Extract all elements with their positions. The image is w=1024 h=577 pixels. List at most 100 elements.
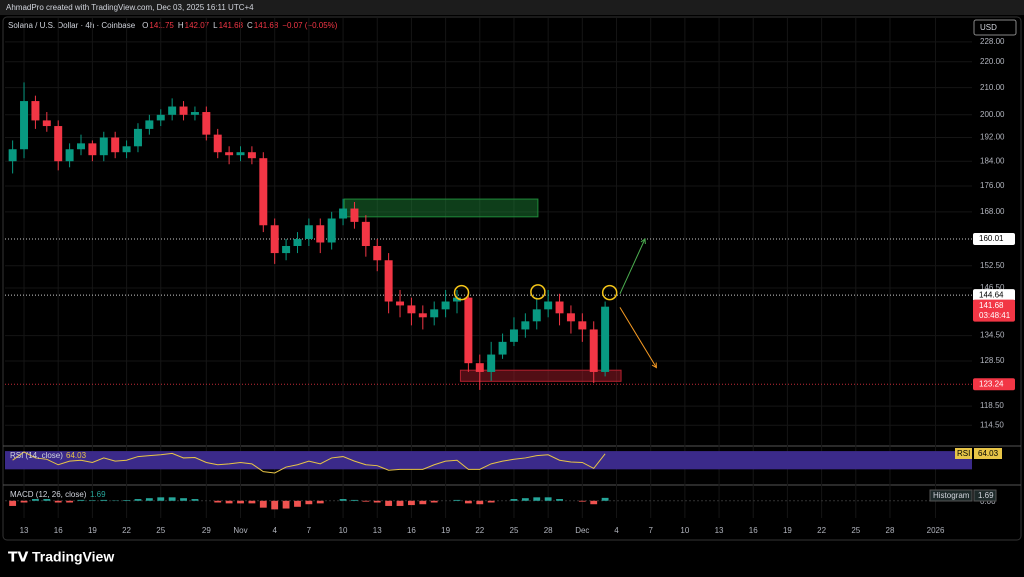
x-tick-label: 13 (373, 526, 382, 535)
price-label-box (973, 378, 1015, 391)
candle-body (316, 225, 325, 243)
histogram-bar (396, 500, 404, 506)
logo: TradingView (32, 549, 114, 565)
hist-tag-box (929, 489, 973, 502)
histogram-bar (145, 498, 153, 501)
histogram-bar (408, 500, 415, 506)
ohlc-label: L (213, 21, 218, 30)
zone (459, 369, 622, 382)
histogram-bar (43, 499, 51, 501)
x-tick-label: 19 (783, 526, 792, 535)
candle-body (304, 225, 313, 239)
candle-body (213, 134, 222, 153)
rsi-tag-box (955, 448, 972, 459)
top-bar (0, 0, 1024, 15)
x-tick-label: 16 (54, 526, 63, 535)
ohlc-label: C (247, 21, 253, 30)
histogram-bar (533, 497, 541, 501)
candle-body (361, 221, 370, 246)
ohlc-label: O (142, 21, 148, 30)
candle-body (509, 329, 518, 342)
histogram-bar (385, 500, 393, 506)
x-tick-label: 19 (441, 526, 450, 535)
ohlc-value: 141.75 (149, 21, 174, 30)
candle-body (589, 329, 598, 372)
candle-body (544, 301, 553, 310)
macd-value: 1.69 (90, 490, 106, 499)
histogram-bar (373, 500, 381, 503)
ohlc-value: 141.68 (219, 21, 244, 30)
x-tick-label: 4 (614, 526, 619, 535)
x-tick-label: 10 (680, 526, 689, 535)
histogram-bar (305, 500, 313, 505)
hist-tag: Histogram (933, 491, 970, 500)
histogram-bar (157, 497, 165, 501)
histogram-bar (248, 500, 256, 504)
histogram-bar (237, 500, 244, 504)
candle-body (327, 218, 336, 243)
x-tick-label: Dec (575, 526, 589, 535)
symbol-title: Solana / U.S. Dollar · 4h · Coinbase (8, 21, 136, 30)
x-tick-label: Nov (233, 526, 247, 535)
y-tick-label: 146.50 (980, 283, 1005, 292)
rsi-title: RSI (14, close) (10, 451, 63, 460)
histogram-bar (316, 500, 324, 504)
arrow (619, 238, 646, 294)
candle-body (339, 208, 348, 219)
hist-value-box (973, 489, 997, 502)
candle-body (122, 146, 131, 153)
last-price-box (973, 299, 1015, 322)
y-tick-label: 128.50 (980, 356, 1005, 365)
histogram-bar (521, 498, 529, 501)
candle-body (145, 120, 154, 129)
rsi-band (5, 451, 972, 470)
candle-body (453, 297, 461, 302)
candle-body (65, 149, 74, 162)
histogram-bar (134, 499, 142, 501)
candle-body (396, 301, 405, 306)
histogram-bar (430, 500, 438, 503)
candle-body (487, 354, 496, 372)
chart-frame (2, 16, 1022, 541)
price-label-box (973, 289, 1015, 302)
logo-icon: 𝗧𝗩 (8, 549, 29, 565)
x-tick-label: 13 (715, 526, 724, 535)
zone (343, 198, 539, 218)
price-label: 144.64 (979, 290, 1004, 299)
candle-body (31, 101, 40, 121)
histogram-bar (476, 500, 484, 505)
histogram-bar (339, 499, 347, 501)
candle-body (236, 152, 245, 156)
histogram-bar (123, 500, 130, 501)
histogram-bar (225, 500, 233, 504)
rsi-axis-value: 64.03 (978, 449, 999, 458)
histogram-bar (282, 500, 290, 509)
candle-body (373, 245, 382, 261)
histogram-bar (271, 500, 279, 510)
x-tick-label: 28 (886, 526, 895, 535)
histogram-bar (556, 499, 563, 501)
histogram-bar (294, 500, 301, 507)
rsi-value-box (974, 448, 1002, 459)
currency-button[interactable] (973, 19, 1017, 36)
candle-body (88, 143, 97, 156)
candle-body (521, 321, 530, 330)
highlight-circle (453, 284, 470, 301)
candle-body (168, 106, 177, 115)
x-tick-label: 16 (407, 526, 416, 535)
ohlc-label: H (178, 21, 184, 30)
currency: USD (980, 23, 997, 32)
x-tick-label: 7 (307, 526, 312, 535)
y-tick-label: 192.00 (980, 133, 1005, 142)
x-tick-label: 25 (510, 526, 519, 535)
histogram-bar (168, 497, 176, 501)
candle-body (293, 238, 302, 246)
rsi-tag: RSI (957, 449, 970, 458)
candle-body (282, 245, 291, 254)
candle-body (566, 313, 575, 322)
candle-body (42, 120, 51, 127)
y-tick-label: 200.00 (980, 110, 1005, 119)
histogram-bar (578, 500, 586, 502)
rsi-value: 64.03 (66, 451, 87, 460)
macd-title: MACD (12, 26, close) (10, 490, 87, 499)
